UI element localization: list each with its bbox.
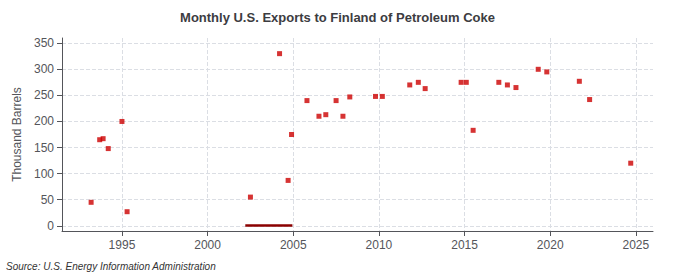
svg-text:0: 0 — [47, 219, 54, 233]
svg-text:2015: 2015 — [451, 238, 478, 252]
svg-text:2020: 2020 — [537, 238, 564, 252]
svg-text:Thousand Barrels: Thousand Barrels — [10, 87, 24, 182]
svg-text:Source: U.S. Energy Informatio: Source: U.S. Energy Information Administ… — [6, 261, 216, 272]
svg-text:2025: 2025 — [623, 238, 650, 252]
svg-text:2000: 2000 — [194, 238, 221, 252]
svg-text:200: 200 — [34, 114, 54, 128]
svg-text:1995: 1995 — [109, 238, 136, 252]
svg-text:250: 250 — [34, 88, 54, 102]
svg-text:100: 100 — [34, 167, 54, 181]
svg-text:300: 300 — [34, 62, 54, 76]
svg-text:50: 50 — [41, 193, 55, 207]
svg-text:150: 150 — [34, 141, 54, 155]
svg-text:350: 350 — [34, 36, 54, 50]
svg-text:Monthly U.S. Exports to Finlan: Monthly U.S. Exports to Finland of Petro… — [180, 10, 495, 25]
svg-text:2005: 2005 — [280, 238, 307, 252]
svg-text:2010: 2010 — [366, 238, 393, 252]
